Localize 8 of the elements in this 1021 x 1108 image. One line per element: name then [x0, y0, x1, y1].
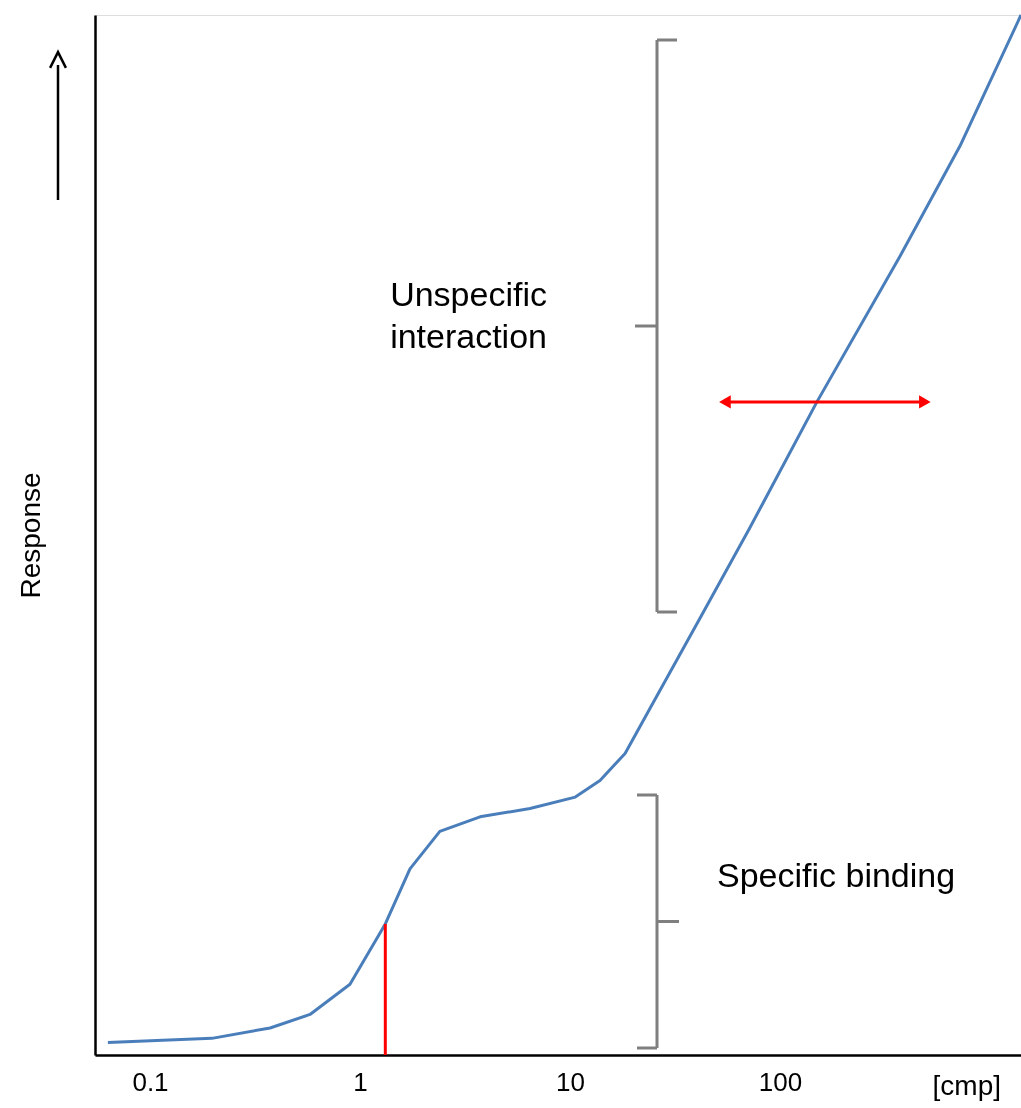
y-axis-title: Response	[14, 472, 46, 599]
x-tick-label: 1	[353, 1066, 368, 1097]
annotation: Specific binding	[717, 855, 956, 894]
x-tick-label: 100	[758, 1066, 803, 1097]
x-tick-label: 10	[556, 1066, 585, 1097]
x-tick-label: 0.1	[132, 1066, 169, 1097]
annotation: Unspecific interaction	[390, 275, 547, 355]
x-axis-title: [cmp]	[932, 1070, 1001, 1101]
